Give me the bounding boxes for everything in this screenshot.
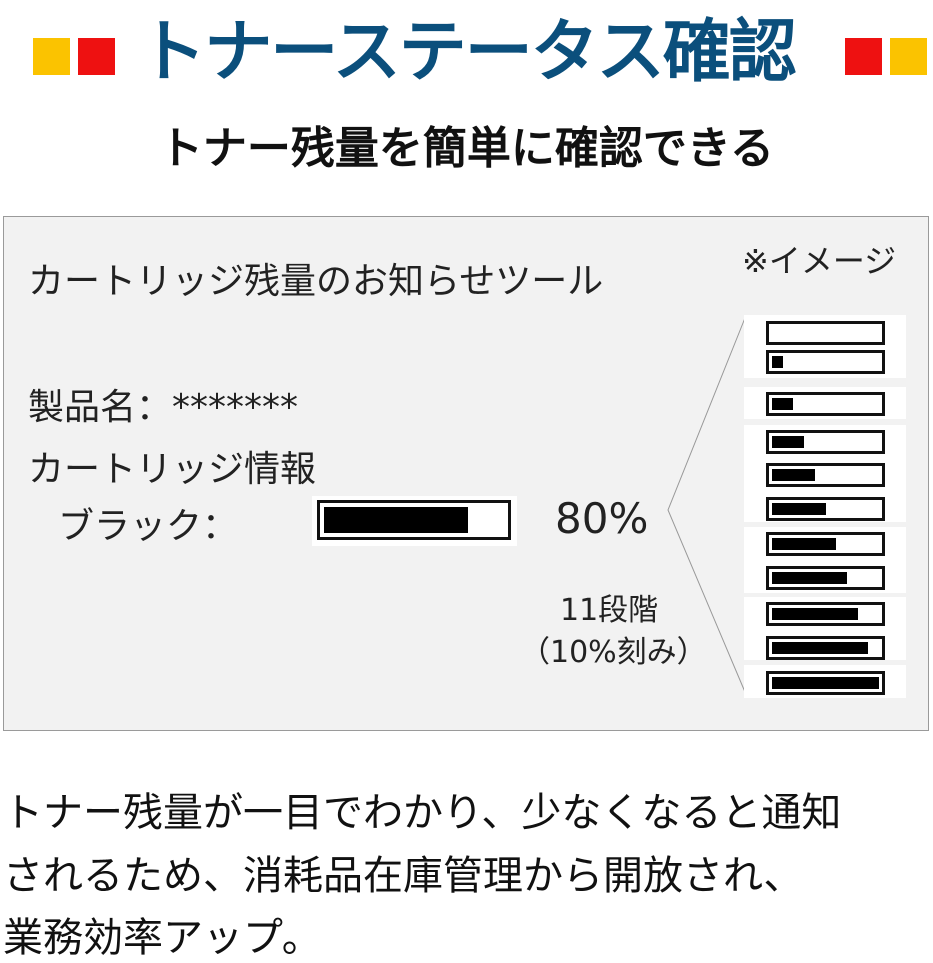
footer-line-2: されるため、消耗品在庫管理から開放され、 (3, 853, 804, 899)
level-example-fill (772, 469, 815, 481)
tool-title: カートリッジ残量のお知らせツール (28, 261, 604, 302)
level-example-fill (772, 608, 858, 620)
product-name: 製品名：******* (28, 387, 299, 428)
level-example-bar (766, 321, 885, 345)
level-example-bar (766, 392, 885, 416)
level-example-bar (766, 602, 885, 626)
steps-note: （10%刻み） (520, 635, 707, 670)
black-percent: 80% (555, 494, 649, 543)
level-example-fill (772, 572, 847, 584)
page-title: トナーステータス確認 (138, 13, 797, 92)
black-toner-bar (312, 496, 517, 546)
level-example-bar (766, 463, 885, 487)
decor-square-red-right (845, 38, 882, 75)
level-example-fill (772, 538, 837, 550)
decor-square-red-left (78, 38, 115, 75)
decor-square-yellow-left (33, 38, 70, 75)
level-example-fill (772, 642, 869, 654)
level-example-bar (766, 532, 885, 556)
page-subtitle: トナー残量を簡単に確認できる (158, 123, 775, 174)
level-example-bar (766, 350, 885, 374)
black-label: ブラック： (58, 506, 239, 547)
level-example-fill (772, 436, 805, 448)
level-example-bar (766, 497, 885, 521)
level-example-bar (766, 566, 885, 590)
level-example-bar (766, 430, 885, 454)
cartridge-info-label: カートリッジ情報 (28, 449, 317, 490)
level-example-fill (772, 398, 794, 410)
black-toner-fill (324, 507, 468, 533)
steps-label: 11段階 (560, 593, 659, 628)
footer-line-3: 業務効率アップ。 (3, 915, 322, 961)
level-example-bar (766, 671, 885, 695)
level-example-bar (766, 636, 885, 660)
level-example-fill (772, 356, 783, 368)
image-note: ※イメージ (742, 242, 897, 280)
level-example-fill (772, 503, 826, 515)
footer-line-1: トナー残量が一目でわかり、少なくなると通知 (3, 790, 842, 836)
level-example-fill (772, 677, 879, 689)
decor-square-yellow-right (890, 38, 927, 75)
